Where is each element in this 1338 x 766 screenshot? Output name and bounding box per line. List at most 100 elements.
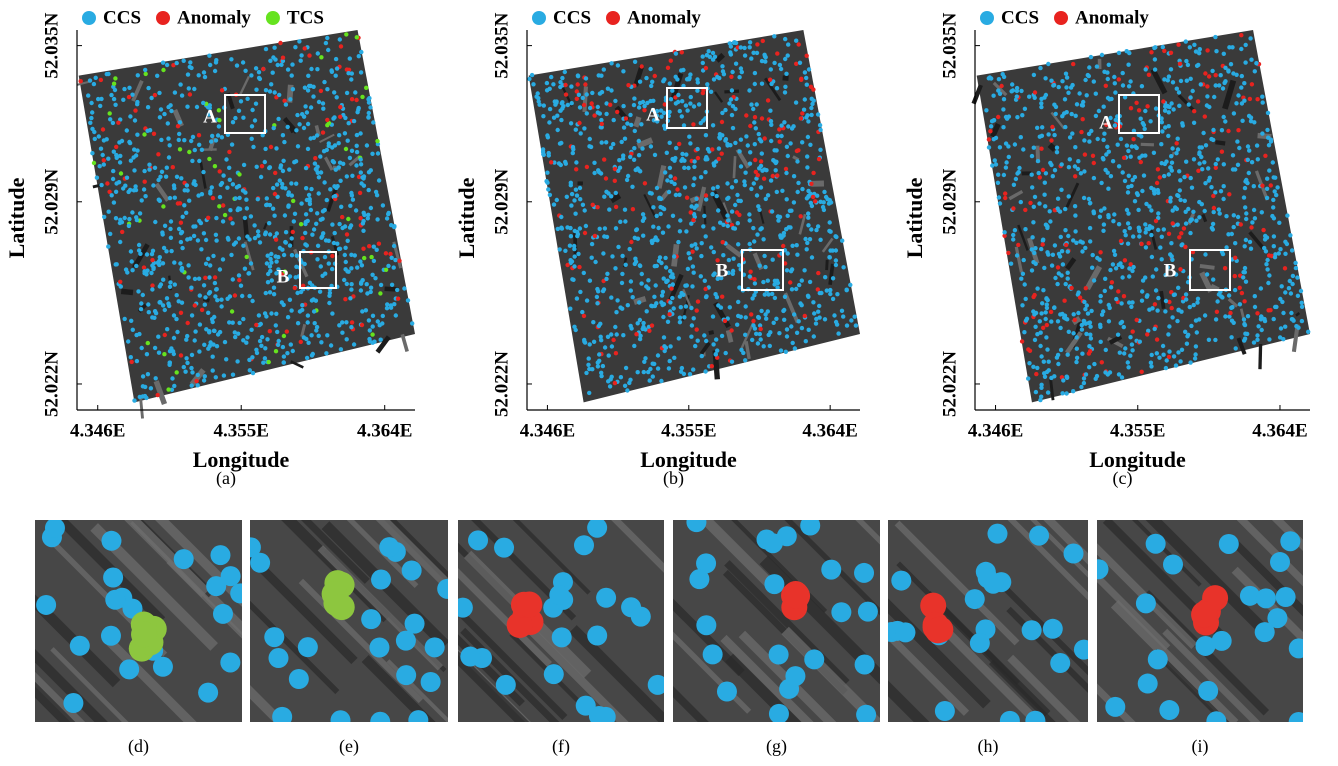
map-point [1013,176,1019,182]
map-point [650,79,655,85]
map-point [315,257,320,262]
map-point [716,303,721,308]
map-point [644,309,649,314]
map-point [264,202,269,208]
map-point [649,83,654,89]
map-point [108,117,113,122]
map-texture [153,380,168,405]
map-texture [1050,111,1066,130]
map-point [1146,328,1151,333]
map-point [1207,175,1213,180]
map-texture [1049,379,1055,401]
map-point [1226,68,1231,73]
map-point [619,139,624,145]
map-point [592,233,598,239]
map-point [374,193,380,198]
map-point [271,292,277,297]
map-point [1128,353,1133,358]
map-point [1102,206,1107,211]
map-point [582,340,588,345]
map-point [1128,335,1133,340]
map-point [1210,221,1216,227]
map-point [794,243,799,248]
map-texture [725,243,743,258]
map-point [783,56,788,62]
map-point [779,123,784,128]
map-point [1012,142,1018,147]
map-point [1255,311,1260,316]
zoom-point [212,603,233,624]
map-point [1020,271,1026,276]
map-point [1202,160,1207,165]
map-point [1045,297,1050,303]
map-point [670,213,676,218]
map-point [363,308,369,313]
map-point [282,98,287,104]
map-point [629,239,634,245]
map-point [1159,142,1164,147]
y-tick-label: 52.029N [41,169,62,235]
map-point [326,47,331,53]
map-point [1095,136,1100,142]
map-point [236,108,242,114]
map-point [185,333,190,339]
map-point [1104,122,1109,128]
map-point [1109,280,1115,285]
map-point [545,133,550,138]
map-point [1171,354,1177,359]
map-point [617,158,622,163]
map-point [841,314,846,319]
map-point [1178,267,1183,272]
map-point [1252,216,1258,221]
map-point [256,313,262,318]
map-point [258,174,264,180]
zoom-texture [1007,654,1081,722]
map-point [1103,347,1109,353]
map-point [163,174,169,179]
zoom-point [1206,711,1227,722]
map-point [1159,257,1164,262]
zoom-highlight-point [131,621,158,648]
map-point [212,164,218,169]
map-point [288,97,293,102]
map-point [1213,73,1218,78]
map-point [1247,148,1252,153]
map-point [678,305,683,310]
map-point [106,244,111,249]
map-point [250,355,255,360]
map-point [1174,86,1180,91]
map-point [1091,160,1097,166]
map-point [662,348,667,354]
zoom-point [696,553,717,574]
map-point [1171,107,1176,112]
map-point [1035,286,1040,291]
map-point [1259,314,1264,319]
map-point [340,214,345,220]
zoom-point [1050,653,1071,674]
map-point [778,66,784,72]
zoom-highlight-point [920,592,947,619]
map-point [1265,127,1270,133]
map-point [844,323,850,328]
map-point [574,96,579,102]
map-point [118,279,123,284]
map-point [996,114,1001,120]
caption: (e) [339,736,359,757]
map-point [1191,302,1196,308]
map-point [1243,205,1248,210]
zoom-texture [944,629,1044,722]
map-point [558,80,563,85]
map-point [642,359,647,364]
map-point [162,307,167,313]
map-point [1126,148,1131,154]
map-point [1254,143,1260,148]
map-point [1294,324,1299,329]
zoom-point [1025,710,1046,722]
map-point [1239,33,1244,38]
map-point [789,267,795,272]
map-point [578,289,583,295]
map-texture [1108,334,1123,345]
map-point [659,300,664,305]
map-point [1201,130,1206,136]
map-texture [1199,271,1214,293]
